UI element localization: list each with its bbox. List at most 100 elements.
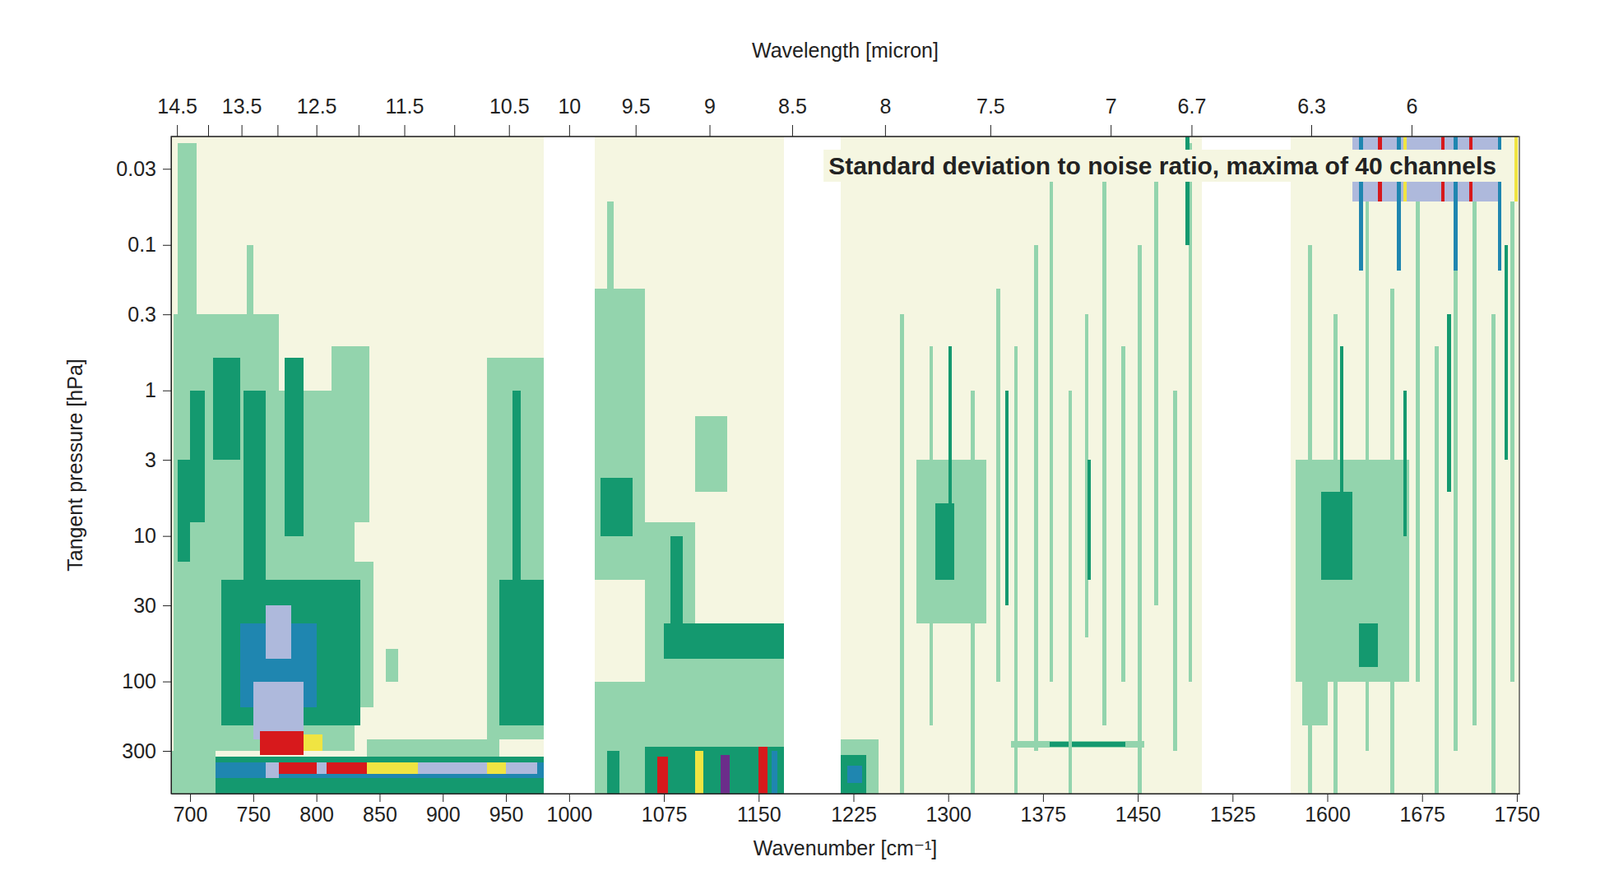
tick-label: 1375: [1020, 802, 1067, 826]
tick-group: 12.5: [296, 94, 338, 137]
tick: [162, 168, 172, 170]
tick: [509, 125, 511, 137]
tick-group: 0.1: [127, 232, 172, 256]
plot-background: [171, 136, 1520, 794]
tick-label: 6.3: [1297, 94, 1327, 118]
tick-group: 7.5: [976, 94, 1006, 137]
cell: [948, 346, 953, 536]
tick: [162, 459, 172, 461]
cell: [1514, 136, 1519, 202]
tick-group: 9: [704, 94, 716, 137]
tick-label: 1150: [737, 802, 782, 826]
tick: [277, 125, 279, 137]
tick-group: 850: [362, 793, 398, 826]
tick: [162, 536, 172, 538]
tick-label: 950: [489, 802, 525, 826]
tick: [1043, 793, 1044, 803]
tick-label: 13.5: [222, 94, 263, 118]
tick-group: 1600: [1304, 793, 1351, 826]
cell: [695, 416, 727, 493]
tick: [404, 125, 406, 137]
cell: [1307, 245, 1313, 794]
cell: [1049, 168, 1054, 682]
x-axis-title: Wavenumber [cm⁻¹]: [753, 836, 937, 860]
tick-label: 9: [704, 94, 716, 118]
heatmap-cells: [171, 136, 1520, 794]
tick-group: 700: [173, 793, 209, 826]
cell: [1154, 168, 1159, 606]
tick-label: 1600: [1304, 802, 1351, 826]
tick-group: 300: [121, 739, 172, 763]
y-axis-title: Tangent pressure [hPa]: [63, 358, 87, 572]
cell: [771, 751, 779, 794]
tick-label: 1000: [547, 802, 594, 826]
tick: [709, 125, 711, 137]
cell: [1102, 168, 1107, 726]
cell: [1510, 201, 1515, 682]
tick-label: 1525: [1210, 802, 1257, 826]
tick-label: 100: [121, 669, 157, 693]
cell: [1358, 623, 1378, 668]
cell: [1173, 390, 1178, 752]
tick-group: 10.5: [489, 94, 530, 137]
tick-group: 800: [299, 793, 334, 826]
tick-label: 1075: [641, 802, 688, 826]
tick: [358, 125, 360, 137]
tick: [162, 314, 172, 316]
tick-group: 1675: [1399, 793, 1446, 826]
tick-group: 6.7: [1177, 94, 1207, 137]
tick: [569, 793, 571, 803]
tick: [1137, 793, 1139, 803]
tick-label: 7.5: [976, 94, 1006, 118]
tick-label: 750: [236, 802, 271, 826]
tick: [1311, 125, 1313, 137]
tick-group: 1225: [830, 793, 877, 826]
tick-group: 11.5: [385, 94, 425, 137]
tick-label: 12.5: [296, 94, 338, 118]
cell: [177, 459, 191, 562]
y-axis: 0.030.10.3131030100300: [115, 137, 172, 795]
tick-group: 1075: [641, 793, 688, 826]
cell: [512, 390, 522, 580]
cell: [1415, 168, 1420, 682]
tick-label: 0.03: [115, 157, 157, 181]
cell: [243, 390, 267, 606]
tick-group: 1375: [1020, 793, 1067, 826]
plot-frame: [171, 136, 1520, 794]
tick-group: 950: [489, 793, 525, 826]
cell: [758, 746, 768, 794]
tick: [176, 125, 178, 137]
tick-label: 850: [362, 802, 398, 826]
cell: [215, 756, 544, 763]
cell: [840, 739, 879, 794]
cell: [1014, 346, 1019, 794]
tick-label: 8.5: [778, 94, 807, 118]
tick: [1327, 793, 1329, 803]
tick: [1110, 125, 1112, 137]
x2-axis-title: Wavelength [micron]: [751, 38, 939, 62]
cell: [840, 136, 1202, 794]
tick: [1232, 793, 1234, 803]
tick: [1516, 793, 1518, 803]
tick: [853, 793, 854, 803]
cell: [316, 762, 327, 775]
cell: [1068, 390, 1073, 794]
tick-label: 11.5: [385, 94, 425, 118]
tick-label: 7: [1105, 94, 1118, 118]
cell: [607, 751, 620, 794]
x2-axis: 14.513.512.511.510.5109.598.587.576.76.3…: [157, 94, 1519, 137]
tick-label: 0.3: [127, 302, 157, 326]
tick: [663, 793, 665, 803]
cell: [417, 762, 487, 775]
cell: [259, 731, 305, 756]
cell: [840, 755, 867, 794]
tick-group: [358, 125, 360, 137]
tick: [162, 681, 172, 683]
tick: [162, 751, 172, 752]
cell: [326, 762, 367, 775]
cell: [607, 201, 614, 290]
tick-group: 9.5: [621, 94, 651, 137]
cell: [929, 346, 934, 725]
tick-label: 1675: [1399, 802, 1446, 826]
tick: [948, 793, 950, 803]
